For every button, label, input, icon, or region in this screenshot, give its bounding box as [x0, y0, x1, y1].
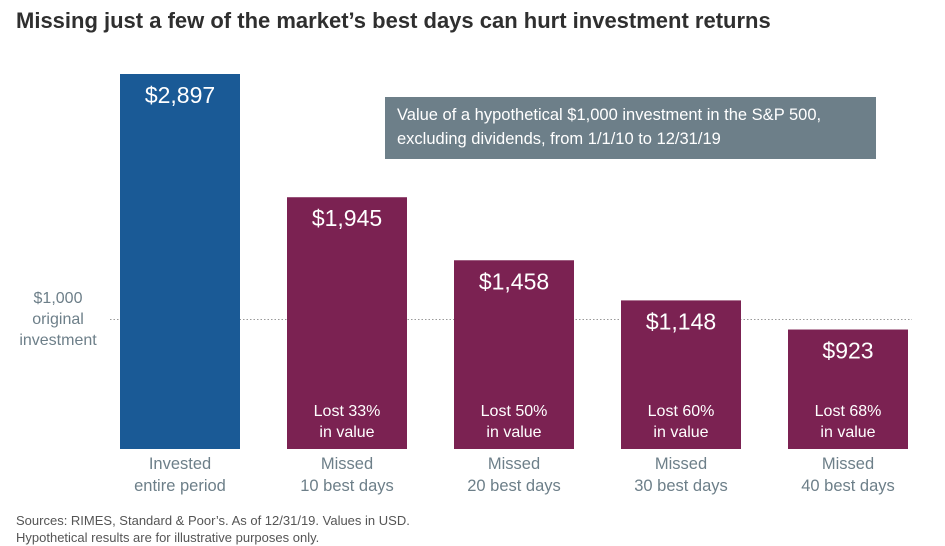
category-label: 20 best days	[467, 477, 561, 495]
reference-label-line: investment	[19, 332, 97, 349]
reference-label-line: original	[32, 311, 84, 328]
bar-value-label: $2,897	[145, 82, 215, 108]
category-label: 40 best days	[801, 477, 895, 495]
bar	[287, 197, 407, 449]
bar	[120, 74, 240, 449]
category-label: Missed	[488, 455, 540, 473]
bar-value-label: $1,945	[312, 205, 382, 231]
sources-line-1: Sources: RIMES, Standard & Poor’s. As of…	[16, 513, 410, 528]
category-label: Missed	[655, 455, 707, 473]
bar-value-label: $1,148	[646, 308, 716, 334]
sources-note: Sources: RIMES, Standard & Poor’s. As of…	[16, 512, 410, 546]
bar	[454, 260, 574, 449]
bar-loss-label: Lost 33%	[314, 403, 381, 420]
category-label: entire period	[134, 477, 226, 495]
category-label: 30 best days	[634, 477, 728, 495]
chart-callout: Value of a hypothetical $1,000 investmen…	[385, 97, 876, 159]
bar-loss-label: in value	[319, 424, 374, 441]
bar-value-label: $923	[822, 338, 873, 364]
callout-line-2: excluding dividends, from 1/1/10 to 12/3…	[397, 130, 721, 148]
sources-line-2: Hypothetical results are for illustrativ…	[16, 530, 320, 545]
bar-loss-label: in value	[486, 424, 541, 441]
bar-loss-label: Lost 68%	[815, 403, 882, 420]
reference-label-line: $1,000	[34, 290, 83, 307]
category-label: 10 best days	[300, 477, 394, 495]
category-label: Missed	[822, 455, 874, 473]
bar-loss-label: Lost 60%	[648, 403, 715, 420]
callout-line-1: Value of a hypothetical $1,000 investmen…	[397, 106, 822, 124]
bar-loss-label: in value	[820, 424, 875, 441]
category-label: Invested	[149, 455, 211, 473]
bar-loss-label: Lost 50%	[481, 403, 548, 420]
bar	[788, 329, 908, 449]
bar-loss-label: in value	[653, 424, 708, 441]
chart-title: Missing just a few of the market’s best …	[16, 8, 771, 33]
bar-value-label: $1,458	[479, 268, 549, 294]
category-label: Missed	[321, 455, 373, 473]
bar	[621, 300, 741, 449]
